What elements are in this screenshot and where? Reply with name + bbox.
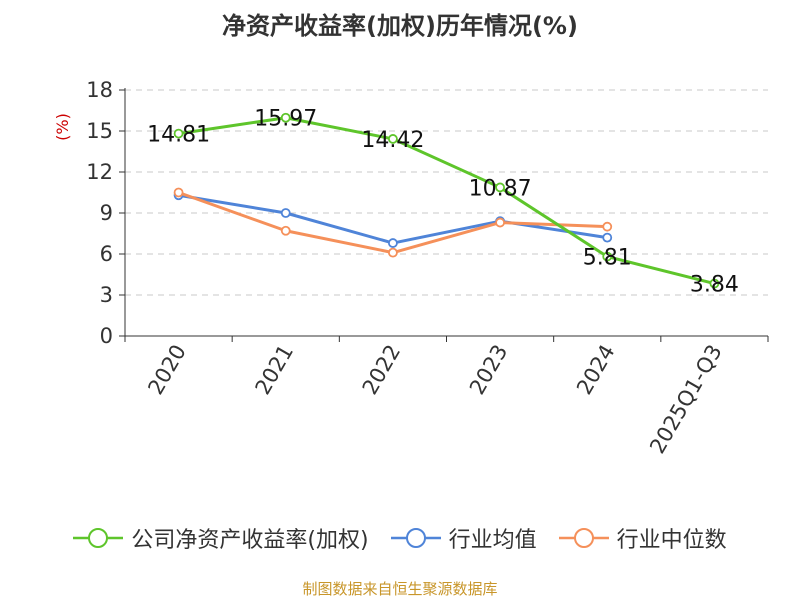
x-tick-label: 2020 [143, 341, 191, 399]
source-note: 制图数据来自恒生聚源数据库 [302, 580, 498, 598]
x-tick-label: 2022 [358, 341, 406, 399]
data-point [280, 208, 291, 218]
x-tick-label: 2025Q1-Q3 [645, 341, 727, 458]
x-tick-label: 2024 [572, 341, 620, 399]
grid-lines [125, 89, 768, 296]
chart-title: 净资产收益率(加权)历年情况(%) [222, 12, 578, 40]
legend-label: 行业均值 [448, 528, 537, 553]
legend-marker-icon [73, 528, 124, 548]
y-tick-label: 3 [100, 283, 113, 307]
y-tick-label: 18 [86, 78, 113, 102]
legend: 公司净资产收益率(加权) 行业均值 行业中位数 [0, 520, 800, 556]
data-point [495, 217, 505, 228]
legend-item[interactable]: 公司净资产收益率(加权) [73, 522, 369, 554]
data-labels: 14.81 15.97 14.42 10.87 5.81 3.84 [147, 107, 739, 298]
y-tick-label: 12 [86, 160, 113, 184]
data-point [388, 134, 398, 144]
data-point [280, 112, 291, 123]
legend-item[interactable]: 行业中位数 [558, 522, 727, 554]
data-point [495, 182, 505, 193]
data-point [602, 232, 613, 243]
legend-circle [88, 528, 109, 548]
y-tick-label: 6 [100, 242, 113, 266]
data-point [280, 225, 291, 236]
line-chart: (%) 0 3 6 9 12 15 18 2020 2021 2022 2023 2024 2025Q1… [53, 78, 769, 458]
legend-marker-icon [558, 528, 609, 548]
legend-circle [405, 528, 426, 548]
y-axis-label: (%) [53, 113, 72, 141]
data-label: 10.87 [469, 176, 532, 201]
axes: 0 3 6 9 12 15 18 2020 2021 2022 2023 2024 2025Q1-Q3 [86, 78, 769, 458]
data-label: 15.97 [254, 107, 317, 132]
data-point [388, 238, 398, 248]
legend-marker-icon [390, 528, 441, 548]
legend-label: 公司净资产收益率(加权) [131, 528, 369, 553]
data-point [173, 187, 184, 198]
data-label: 3.84 [690, 273, 739, 298]
data-point [602, 221, 613, 232]
data-label: 14.42 [361, 128, 424, 153]
y-tick-label: 9 [100, 201, 113, 225]
legend-circle [573, 528, 594, 548]
y-tick-label: 0 [100, 324, 113, 348]
series-line [178, 116, 715, 285]
y-tick-label: 15 [86, 119, 113, 143]
legend-item[interactable]: 行业均值 [390, 522, 537, 554]
x-tick-label: 2023 [465, 341, 513, 399]
data-point [173, 128, 184, 139]
series-line [178, 193, 608, 245]
legend-label: 行业中位数 [616, 528, 727, 553]
data-point [388, 247, 398, 258]
data-label: 14.81 [147, 123, 210, 148]
x-tick-label: 2021 [251, 341, 299, 399]
data-label: 5.81 [583, 246, 632, 271]
data-point [709, 278, 720, 289]
data-point [602, 251, 613, 262]
series-lines [173, 112, 720, 289]
